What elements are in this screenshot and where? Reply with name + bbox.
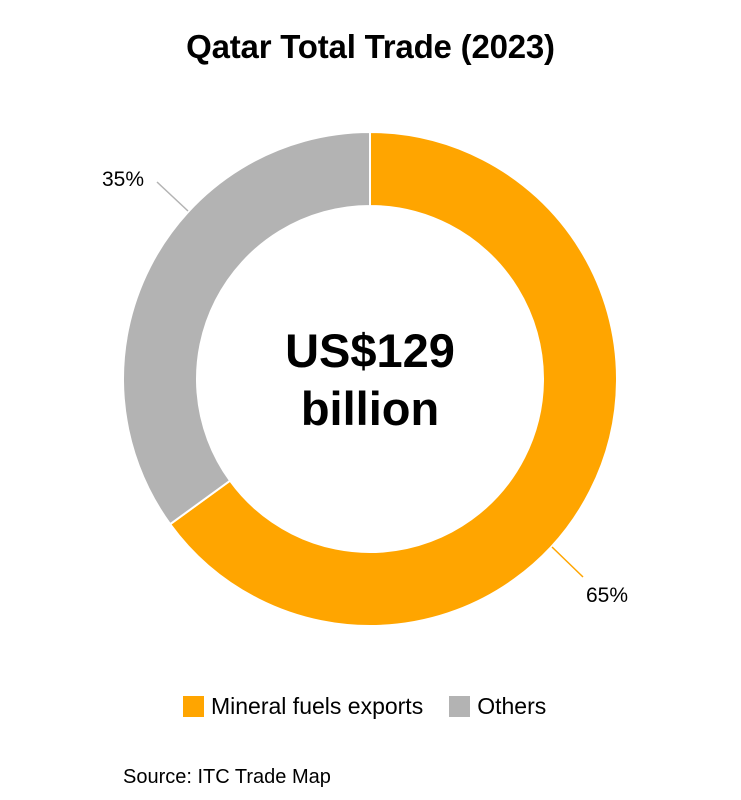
center-unit: billion xyxy=(300,382,440,435)
legend-label-others: Others xyxy=(477,693,547,719)
legend-label-fuels: Mineral fuels exports xyxy=(211,693,424,719)
chart-title: Qatar Total Trade (2023) xyxy=(186,28,555,65)
data-label-others: 35% xyxy=(102,168,145,191)
legend-item-fuels[interactable]: Mineral fuels exports xyxy=(183,693,423,720)
leader-line-others xyxy=(156,181,189,212)
donut-slice-fuels[interactable] xyxy=(168,130,618,627)
legend-item-others[interactable]: Others xyxy=(449,693,546,720)
center-total-label: US$129 billion xyxy=(220,322,520,438)
center-amount: US$129 xyxy=(285,324,455,377)
donut-slice-others[interactable] xyxy=(122,130,371,526)
chart-legend: Mineral fuels exports Others xyxy=(183,693,572,720)
legend-swatch-others xyxy=(449,696,471,717)
source-note: Source: ITC Trade Map xyxy=(123,766,331,788)
leader-line-fuels xyxy=(551,546,584,578)
legend-swatch-fuels xyxy=(183,696,204,717)
data-label-fuels: 65% xyxy=(586,584,629,607)
